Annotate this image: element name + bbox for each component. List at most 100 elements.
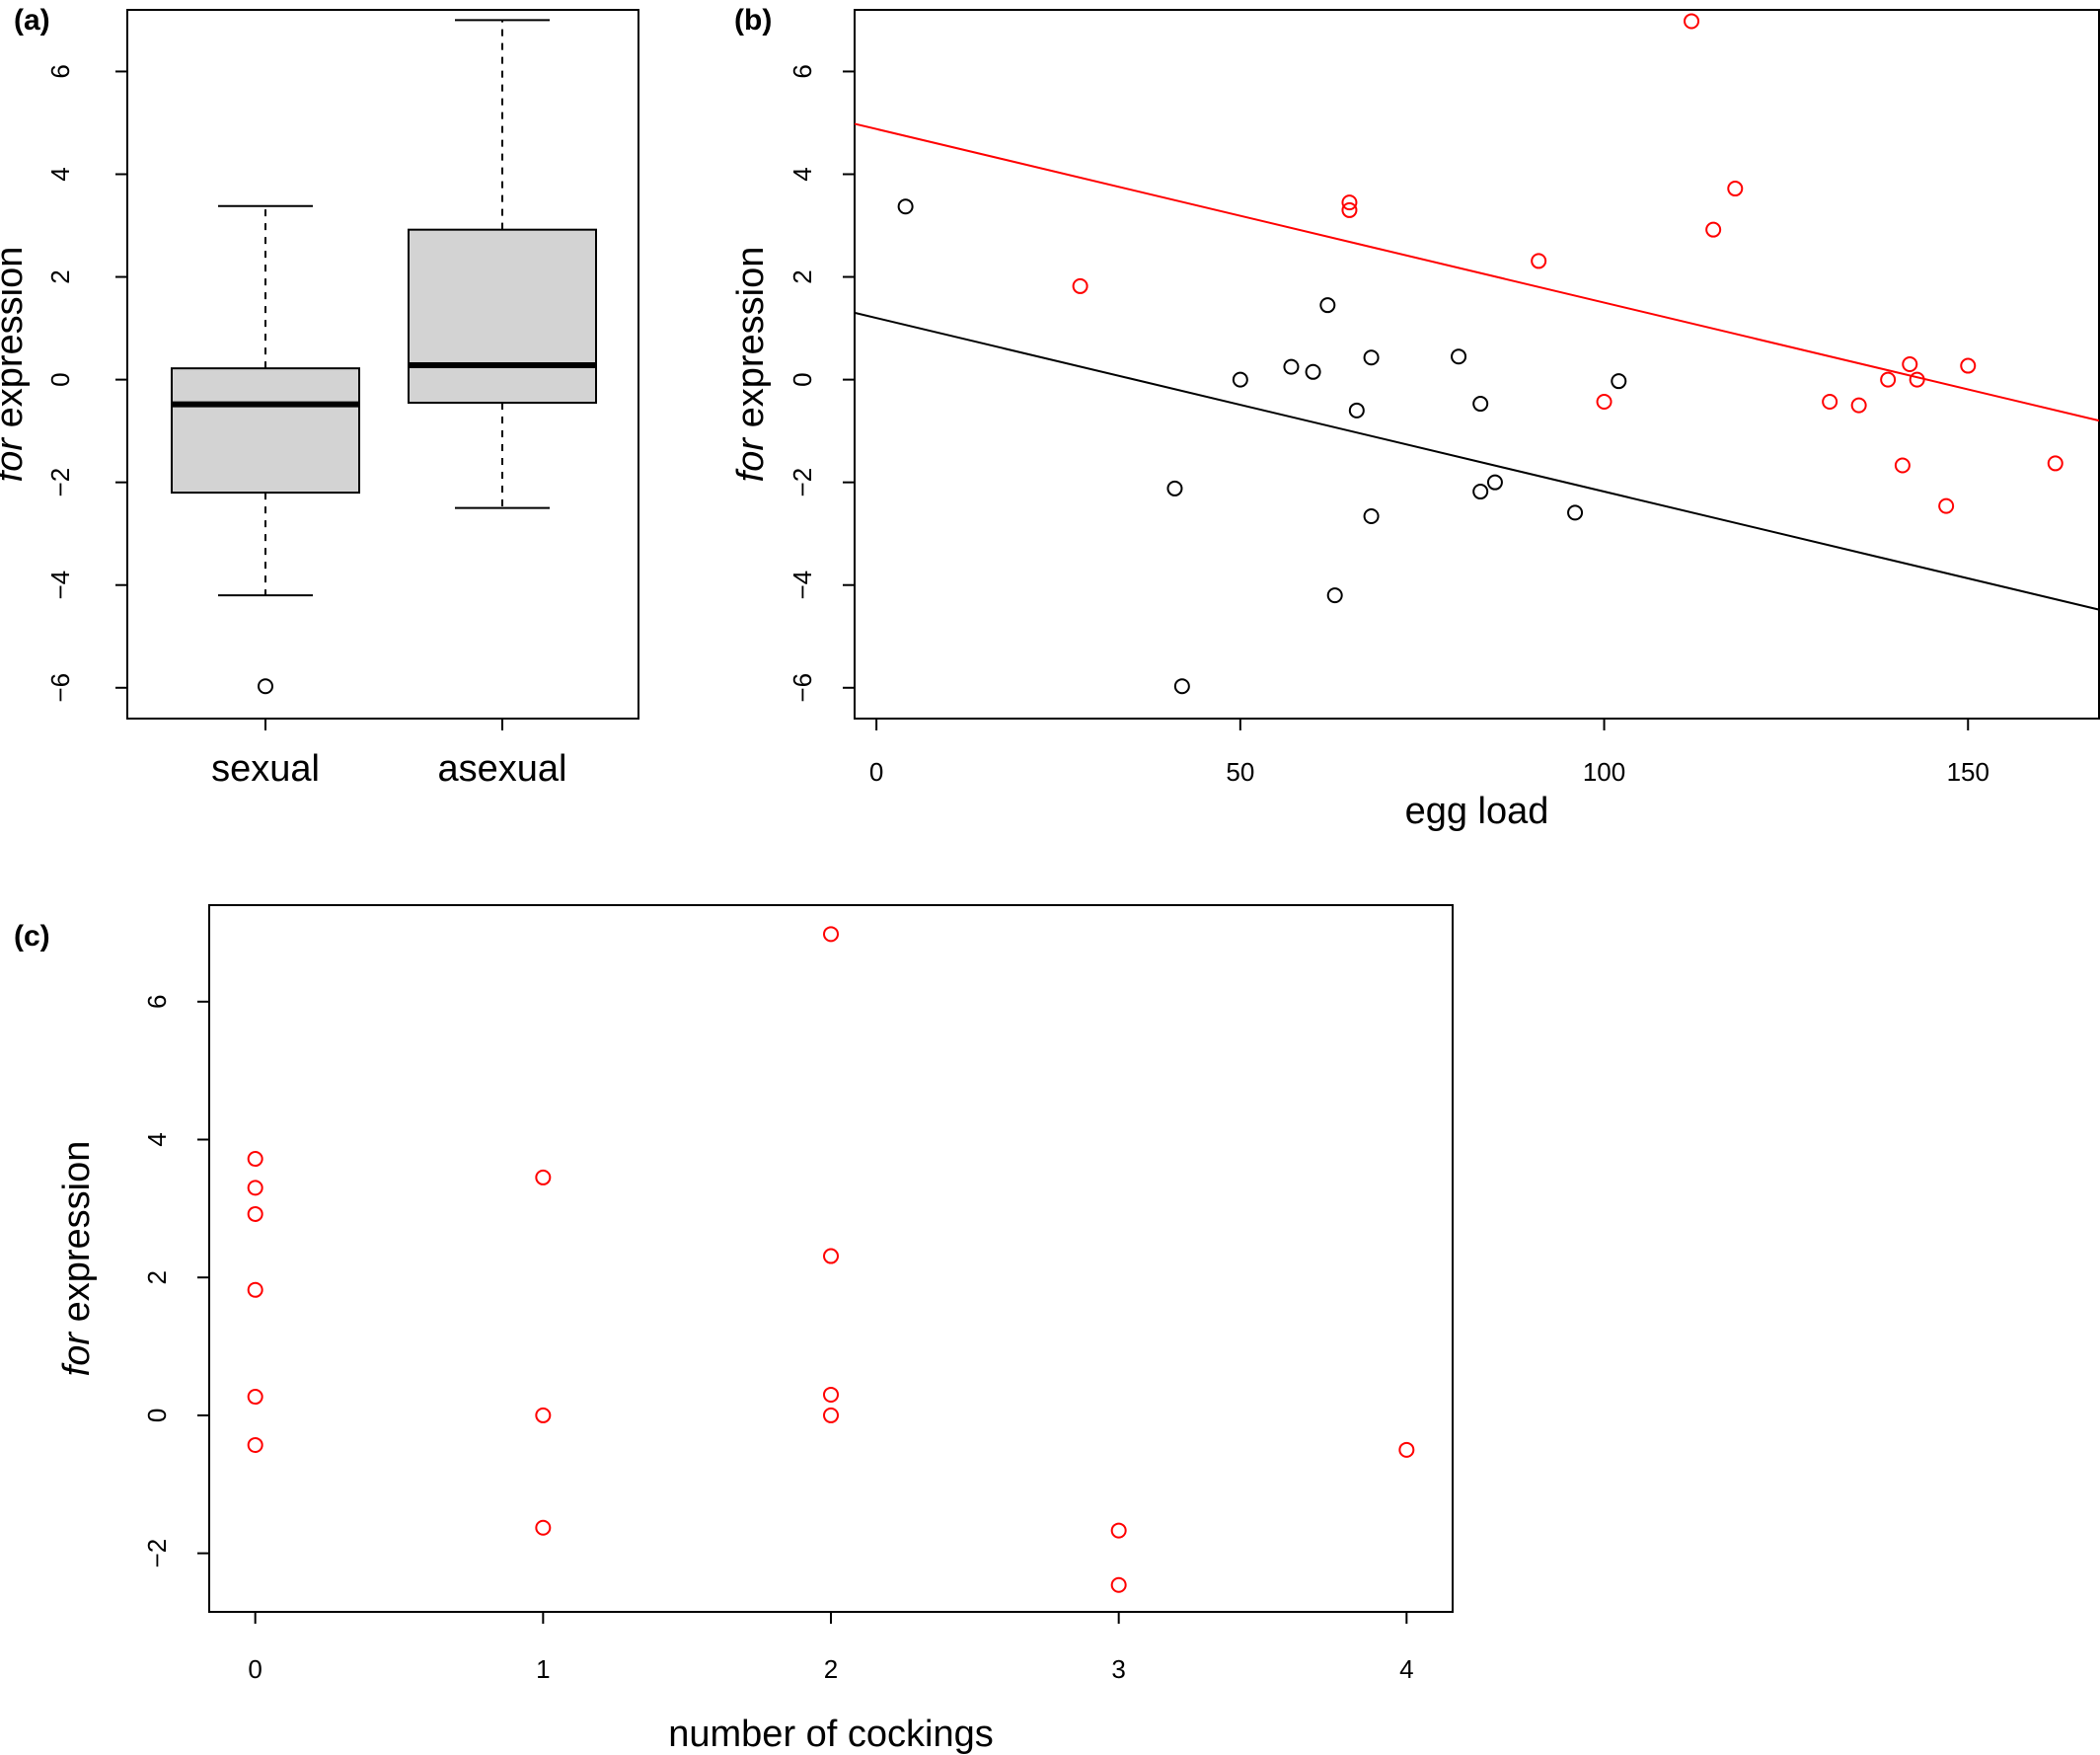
data-point	[1684, 13, 1700, 30]
x-tick-label: 150	[1947, 757, 1989, 787]
plot-frame	[854, 9, 2100, 720]
data-point	[823, 1386, 839, 1403]
data-point	[247, 1180, 263, 1196]
x-tick-label: 50	[1226, 757, 1254, 787]
data-point	[823, 926, 839, 943]
category-label: sexual	[211, 748, 320, 790]
y-axis-label-rest: expression	[56, 1141, 98, 1333]
x-tick-label: 0	[869, 757, 883, 787]
y-axis-label: for expression	[730, 247, 772, 483]
panel-c-scatter: −2 0 2 4 6 for expression 0 1 2 3 4 number of cocki…	[14, 904, 1454, 1755]
y-tick-label: 4	[788, 167, 817, 181]
data-point	[1166, 480, 1183, 496]
data-point	[897, 198, 914, 215]
x-tick-label: 100	[1583, 757, 1625, 787]
y-tick-label: −6	[45, 673, 75, 703]
data-point	[1451, 348, 1467, 365]
panel-label: (a)	[14, 4, 50, 37]
y-tick-label: 4	[142, 1132, 172, 1146]
data-point	[535, 1407, 552, 1423]
data-point	[247, 1205, 263, 1222]
x-tick-label: 4	[1399, 1654, 1413, 1684]
x-tick-label: 1	[536, 1654, 550, 1684]
data-point	[1110, 1522, 1127, 1539]
y-tick-label: −2	[788, 468, 817, 497]
y-axis-label: for expression	[56, 1141, 98, 1377]
panel-label: (c)	[14, 920, 50, 953]
panel-a-boxplot: −6 −4 −2 0 2 4 6 for expression sexual asexual (a)	[0, 4, 639, 790]
data-point	[1894, 457, 1911, 474]
y-tick-label: 6	[788, 64, 817, 78]
x-axis-label: egg load	[1405, 791, 1549, 832]
data-point	[1486, 474, 1503, 491]
y-tick-label: 0	[45, 372, 75, 386]
data-point	[1283, 358, 1300, 375]
category-label: asexual	[438, 748, 567, 790]
fit-line	[854, 311, 2100, 611]
data-point	[1348, 402, 1365, 419]
data-point	[1705, 221, 1722, 238]
data-point	[1173, 678, 1190, 695]
y-tick-label: 6	[45, 64, 75, 78]
plot-frame	[208, 904, 1454, 1613]
fit-line	[854, 122, 2100, 422]
y-tick-label: 2	[45, 269, 75, 283]
data-point	[1110, 1576, 1127, 1593]
y-axis-label-italic: for	[730, 437, 772, 483]
y-axis-label-rest: expression	[730, 247, 772, 438]
x-tick-label: 0	[248, 1654, 262, 1684]
data-point	[1596, 393, 1612, 410]
y-tick-label: 4	[45, 167, 75, 181]
data-point	[1072, 277, 1088, 294]
x-axis-label: number of cockings	[668, 1714, 994, 1755]
y-axis-label: for expression	[0, 247, 31, 483]
data-point	[247, 1281, 263, 1298]
data-point	[1232, 371, 1248, 388]
data-point	[2047, 455, 2063, 472]
x-tick-label: 2	[824, 1654, 838, 1684]
outlier-point	[258, 678, 273, 695]
data-point	[535, 1169, 552, 1185]
data-point	[247, 1151, 263, 1168]
y-axis-label-italic: for	[56, 1332, 98, 1377]
data-point	[1531, 253, 1547, 269]
data-point	[1305, 363, 1321, 380]
y-tick-label: 2	[788, 269, 817, 283]
data-point	[1822, 393, 1838, 410]
data-point	[1341, 201, 1358, 218]
data-point	[1567, 504, 1584, 521]
data-point	[1850, 397, 1867, 414]
data-point	[247, 1389, 263, 1406]
data-point	[535, 1519, 552, 1536]
data-point	[1398, 1441, 1415, 1458]
data-point	[823, 1407, 839, 1423]
y-axis-label-rest: expression	[0, 247, 31, 438]
data-point	[1960, 357, 1977, 374]
data-point	[1363, 349, 1380, 366]
data-point	[1363, 508, 1380, 525]
y-tick-label: −2	[45, 468, 75, 497]
data-point	[1938, 497, 1955, 514]
data-point	[1472, 484, 1489, 500]
plot-frame	[126, 9, 639, 720]
data-point	[1611, 373, 1627, 390]
y-tick-label: 0	[788, 372, 817, 386]
y-tick-label: −4	[45, 571, 75, 600]
x-tick-label: 3	[1111, 1654, 1125, 1684]
data-point	[1902, 356, 1918, 372]
y-tick-label: −2	[142, 1539, 172, 1568]
data-point	[1341, 194, 1358, 211]
data-point	[823, 1248, 839, 1264]
data-point	[1472, 396, 1489, 413]
box-iqr	[171, 367, 360, 495]
data-point	[1319, 297, 1336, 314]
y-tick-label: 2	[142, 1270, 172, 1284]
box-iqr	[408, 228, 597, 405]
y-tick-label: −6	[788, 673, 817, 703]
panel-b-scatter: −6 −4 −2 0 2 4 6 for expression 0 50 100 150 egg loa…	[730, 4, 2100, 832]
y-tick-label: 0	[142, 1409, 172, 1422]
data-point	[247, 1436, 263, 1453]
panel-label: (b)	[734, 4, 772, 37]
y-tick-label: −4	[788, 571, 817, 600]
